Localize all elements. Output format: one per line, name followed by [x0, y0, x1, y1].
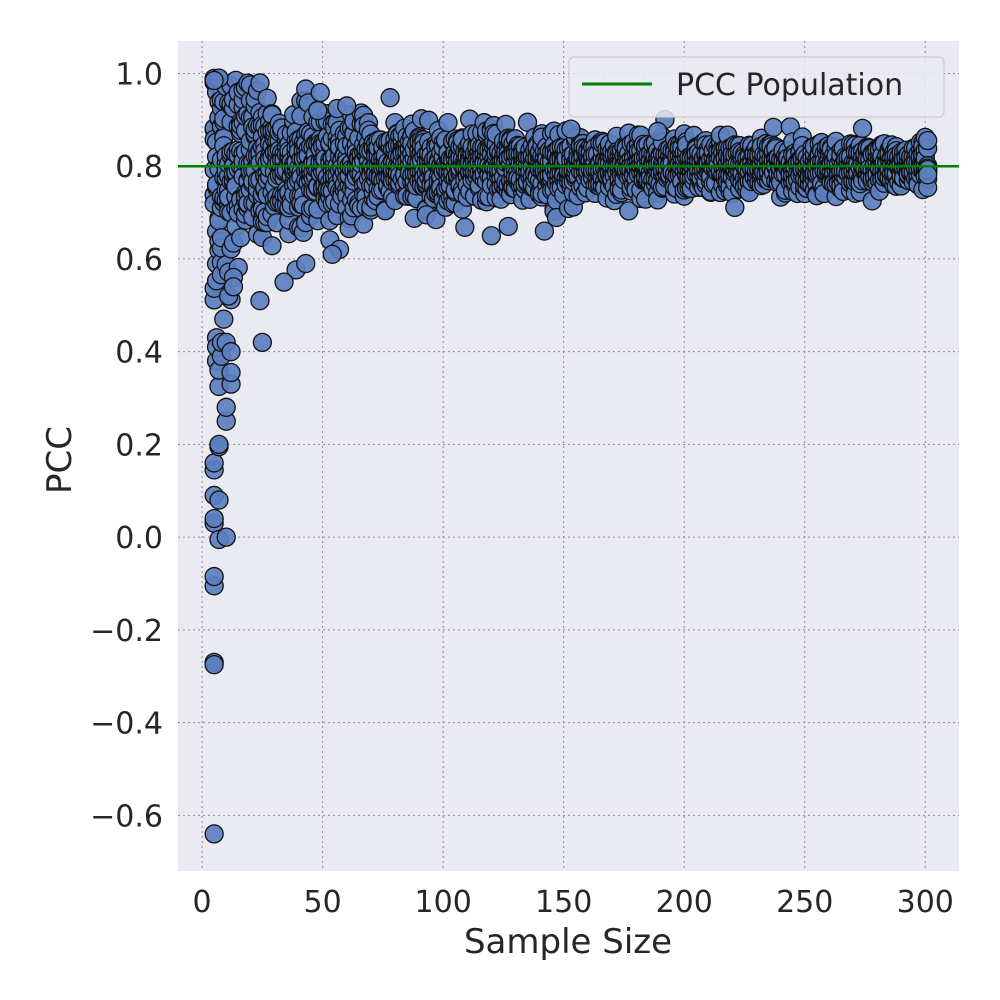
data-point — [308, 100, 328, 121]
data-point — [250, 291, 270, 311]
data-point — [231, 228, 251, 248]
x-tick-label: 0 — [193, 885, 212, 920]
data-point — [852, 118, 873, 139]
data-point — [918, 165, 938, 185]
data-point — [204, 824, 224, 844]
x-grid-lines — [201, 41, 926, 871]
data-point — [204, 70, 224, 91]
data-point — [918, 130, 938, 151]
x-tick-label: 250 — [776, 885, 833, 920]
data-point — [204, 453, 224, 473]
y-tick-label: −0.4 — [90, 707, 163, 742]
y-tick-label: 0.4 — [115, 336, 163, 371]
data-point — [216, 397, 236, 417]
y-tick-label: −0.2 — [90, 614, 163, 649]
y-tick-label: 0.6 — [115, 243, 163, 278]
data-point — [221, 362, 241, 383]
data-point — [498, 216, 518, 237]
legend-label: PCC Population — [676, 68, 903, 103]
data-point — [204, 566, 224, 587]
data-point — [252, 332, 273, 353]
data-point — [725, 197, 745, 218]
data-point — [262, 236, 282, 256]
y-tick-label: −0.6 — [90, 799, 163, 834]
data-point — [455, 217, 475, 237]
data-point — [204, 508, 224, 529]
data-point — [296, 253, 316, 274]
data-point — [216, 527, 236, 547]
x-tick-label: 100 — [415, 885, 472, 920]
data-point — [322, 244, 342, 264]
x-tick-label: 200 — [656, 885, 713, 920]
scatter-points — [204, 68, 938, 844]
data-point — [648, 121, 668, 142]
data-point — [481, 226, 502, 246]
y-axis-label: PCC — [40, 426, 80, 494]
data-point — [619, 201, 639, 221]
data-point — [223, 277, 244, 297]
legend-box — [568, 56, 945, 118]
data-point — [310, 83, 330, 103]
data-point — [763, 117, 784, 137]
data-point — [221, 342, 241, 362]
y-tick-label: 1.0 — [115, 57, 163, 92]
data-point — [274, 272, 294, 292]
x-tick-labels: 0 50 100 150 200 250 300 — [193, 885, 954, 920]
data-point — [438, 112, 458, 133]
data-point — [534, 221, 555, 241]
x-tick-label: 300 — [897, 885, 954, 920]
data-point — [380, 88, 400, 108]
x-axis-label: Sample Size — [464, 922, 672, 962]
y-tick-label: 0.0 — [115, 521, 163, 556]
legend: PCC Population — [568, 56, 945, 118]
data-point — [561, 119, 581, 139]
x-tick-label: 50 — [304, 885, 342, 920]
data-point — [209, 490, 229, 510]
data-point — [204, 655, 224, 675]
y-tick-labels: −0.6 −0.4 −0.2 0.0 0.2 0.4 0.6 0.8 1.0 — [90, 57, 163, 834]
data-point — [337, 96, 357, 116]
data-point — [214, 309, 234, 329]
y-tick-label: 0.2 — [115, 428, 163, 463]
x-tick-label: 150 — [535, 885, 592, 920]
data-point — [209, 434, 229, 455]
y-tick-label: 0.8 — [115, 150, 163, 185]
